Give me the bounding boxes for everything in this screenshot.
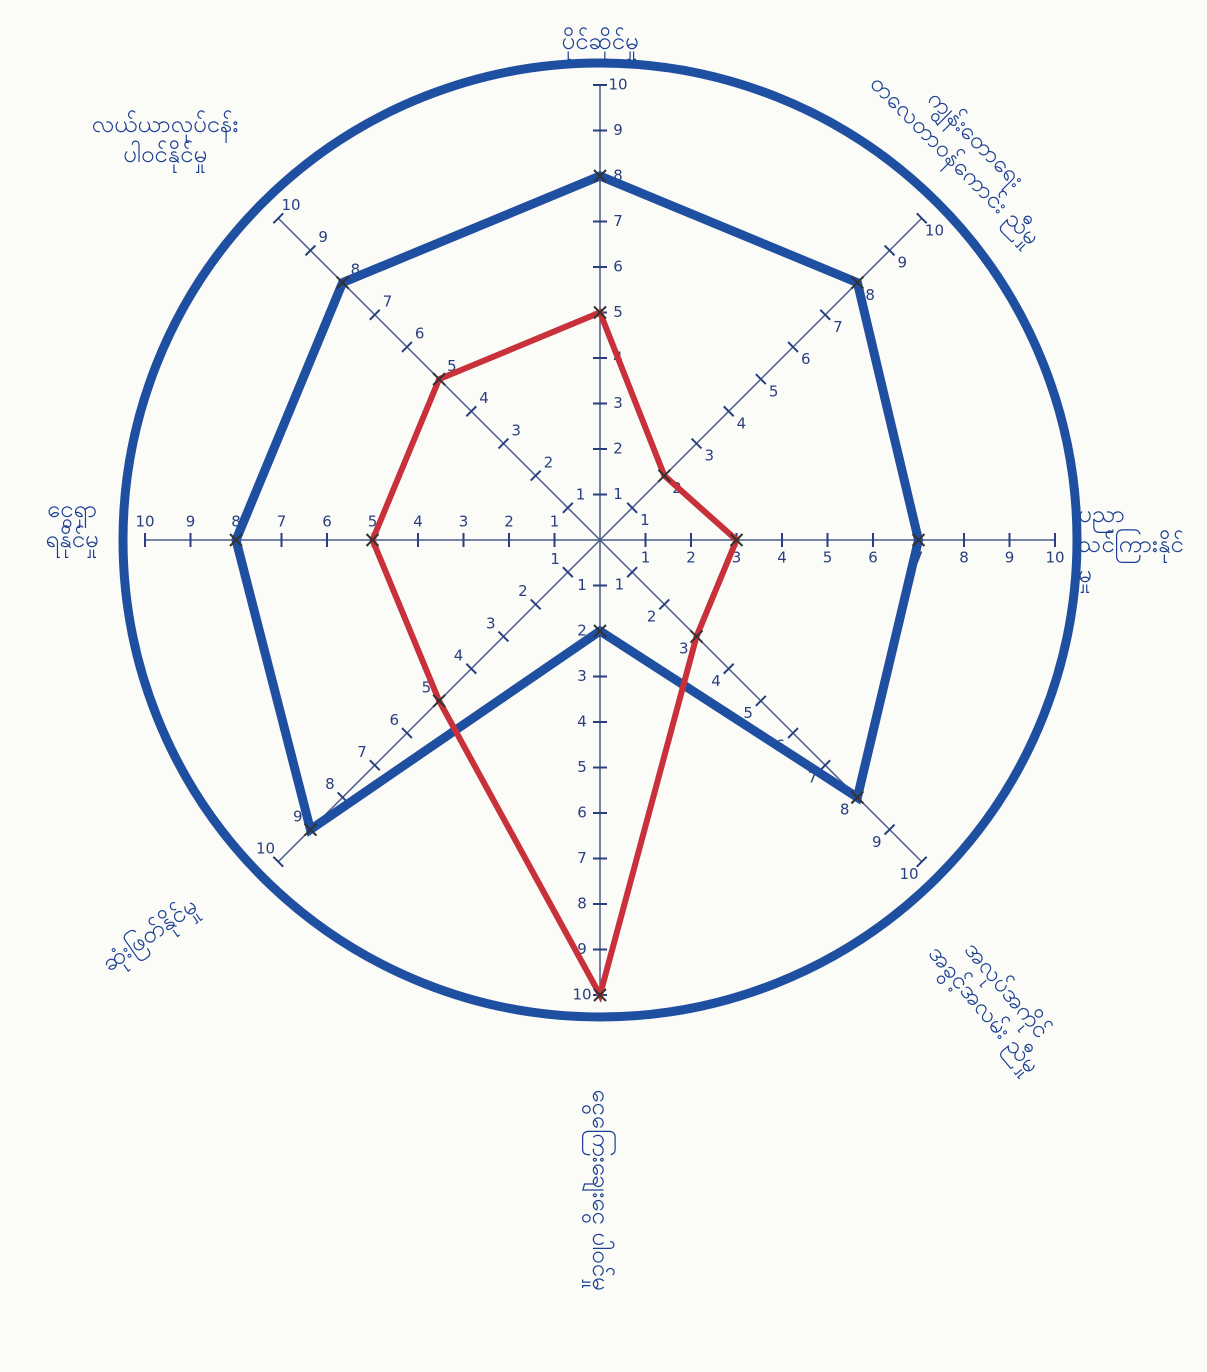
tick-label: 6 bbox=[389, 711, 399, 729]
tick-label: 10 bbox=[572, 986, 591, 1004]
tick-label: 10 bbox=[281, 196, 300, 214]
tick-label: 8 bbox=[865, 286, 875, 304]
tick-label: 1 bbox=[577, 576, 587, 594]
tick-label: 6 bbox=[613, 258, 623, 276]
tick-label: 6 bbox=[577, 804, 587, 822]
tick-label: 2 bbox=[544, 453, 554, 471]
tick-label: 8 bbox=[840, 801, 850, 819]
axis-label-line: မှု bbox=[1078, 560, 1092, 593]
tick-label: 4 bbox=[479, 389, 489, 407]
tick-label: 6 bbox=[801, 350, 811, 368]
tick-label: 9 bbox=[872, 833, 882, 851]
tick-label: 6 bbox=[868, 549, 878, 567]
tick-label: 1 bbox=[641, 549, 651, 567]
axis-label-line: ပိုင်ဆိုင်မှု bbox=[561, 26, 638, 60]
tick-label: 4 bbox=[454, 646, 464, 664]
tick-label: 2 bbox=[504, 513, 514, 531]
tick-label: 4 bbox=[711, 672, 721, 690]
tick-label: 1 bbox=[550, 550, 560, 568]
tick-label: 8 bbox=[325, 775, 335, 793]
tick-label: 10 bbox=[608, 76, 627, 94]
tick-label: 1 bbox=[576, 486, 586, 504]
tick-label: 3 bbox=[679, 640, 689, 658]
tick-label: 1 bbox=[640, 511, 650, 529]
tick-label: 6 bbox=[322, 513, 332, 531]
tick-label: 7 bbox=[357, 743, 367, 761]
axis-label: ဆုံးဖြတ်နိုင်မှု bbox=[95, 890, 205, 982]
axis-label: လယ်ယာလုပ်ငန်းပါဝင်နိုင်မှု bbox=[92, 109, 239, 173]
tick-label: 10 bbox=[925, 221, 944, 239]
axis-label-line: ငွေကြေးချေးငွေ ပါဝင်မှု bbox=[581, 1089, 617, 1290]
axis-label-line: လယ်ယာလုပ်ငန်း bbox=[92, 109, 239, 143]
chart: 1 2 3 4 5 6 7 8 9 10 1 2 3 4 5 6 7 8 9 10 1 2 3 4 5 6 7 8 9 10 1 2 3 4 5 6 7… bbox=[0, 0, 1207, 1372]
tick-label: 7 bbox=[577, 849, 587, 867]
tick-label: 7 bbox=[277, 513, 287, 531]
tick-label: 1 bbox=[613, 485, 623, 503]
tick-label: 5 bbox=[769, 382, 779, 400]
axis-label-line: ရနိုင်မှု bbox=[45, 524, 98, 558]
tick-label: 4 bbox=[777, 549, 787, 567]
tick-label: 1 bbox=[615, 575, 625, 593]
tick-label: 2 bbox=[686, 549, 696, 567]
axis-label-line: သင်ကြားနိုင် bbox=[1078, 528, 1184, 563]
tick-label: 2 bbox=[518, 582, 528, 600]
tick-label: 7 bbox=[833, 318, 843, 336]
tick-label: 10 bbox=[135, 513, 154, 531]
tick-label: 2 bbox=[613, 440, 623, 458]
tick-label: 9 bbox=[1005, 549, 1015, 567]
tick-label: 9 bbox=[186, 513, 196, 531]
tick-label: 3 bbox=[486, 614, 496, 632]
tick-label: 10 bbox=[1045, 549, 1064, 567]
tick-label: 3 bbox=[511, 421, 521, 439]
tick-label: 5 bbox=[577, 758, 587, 776]
axis-label-line: ဆုံးဖြတ်နိုင်မှု bbox=[95, 890, 205, 982]
axis-label: ပညာသင်ကြားနိုင်မှု bbox=[1078, 500, 1184, 593]
axis-label: ကျွန်းတောရေးတလေတာဝန်ကောင်း ညီမှု bbox=[861, 47, 1068, 254]
axis-label: ငွေရှာရနိုင်မှု bbox=[45, 495, 98, 558]
tick-label: 4 bbox=[413, 513, 423, 531]
tick-label: 5 bbox=[613, 303, 623, 321]
tick-label: 7 bbox=[613, 212, 623, 230]
tick-label: 7 bbox=[383, 293, 393, 311]
tick-label: 10 bbox=[256, 840, 275, 858]
axis-label-line: ပညာ bbox=[1078, 500, 1125, 533]
tick-label: 1 bbox=[550, 513, 560, 531]
tick-label: 3 bbox=[613, 394, 623, 412]
tick-label: 2 bbox=[647, 608, 657, 626]
tick-label: 4 bbox=[737, 415, 747, 433]
tick-label: 9 bbox=[613, 121, 623, 139]
axis-label: ပိုင်ဆိုင်မှု bbox=[561, 26, 638, 60]
axis-label: အလုပ်အကိုင်အခွင့်အလမ်း ညီမှု bbox=[918, 920, 1069, 1083]
tick-label: 10 bbox=[899, 865, 918, 883]
tick-label: 3 bbox=[459, 513, 469, 531]
tick-label: 8 bbox=[577, 895, 587, 913]
tick-label: 4 bbox=[577, 713, 587, 731]
tick-label: 6 bbox=[415, 325, 425, 343]
axis-label-line: ပါဝင်နိုင်မှု bbox=[123, 139, 207, 173]
tick-label: 3 bbox=[704, 447, 714, 465]
tick-label: 9 bbox=[898, 254, 908, 272]
tick-label: 5 bbox=[823, 549, 833, 567]
axis-label: ငွေကြေးချေးငွေ ပါဝင်မှု bbox=[581, 1089, 617, 1290]
tick-label: 8 bbox=[959, 549, 969, 567]
axis-label-line: ငွေရှာ bbox=[47, 495, 97, 529]
tick-label: 9 bbox=[318, 228, 328, 246]
tick-label: 3 bbox=[577, 667, 587, 685]
